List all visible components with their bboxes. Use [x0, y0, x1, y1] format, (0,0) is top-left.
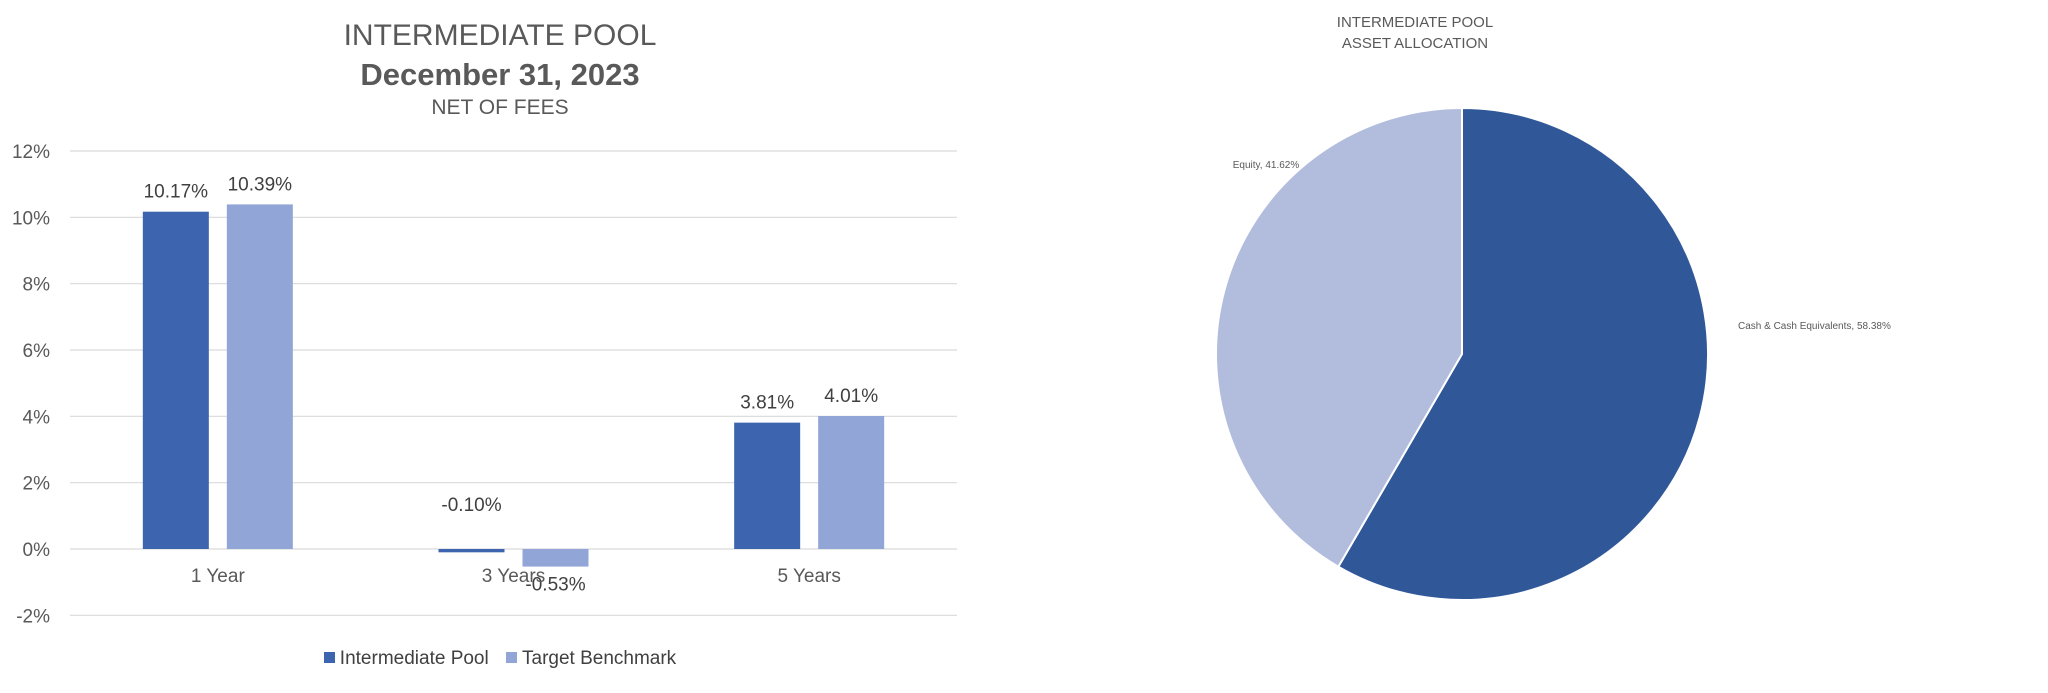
bar-intermediate-pool — [734, 422, 801, 549]
legend-label-intermediate-pool: Intermediate Pool — [339, 648, 489, 669]
pie-chart-subtitle: ASSET ALLOCATION — [1341, 35, 1489, 52]
data-label: -0.53% — [525, 575, 585, 596]
y-tick-label: -2% — [16, 606, 50, 627]
data-label: 4.01% — [824, 386, 878, 407]
bar-intermediate-pool — [142, 211, 209, 549]
bar-chart-panel: INTERMEDIATE POOL December 31, 2023 NET … — [0, 0, 1000, 693]
y-tick-label: 4% — [23, 407, 51, 428]
y-tick-label: 2% — [23, 474, 51, 495]
bar-target-benchmark — [226, 204, 293, 550]
x-tick-label: 3 Years — [482, 566, 545, 587]
legend-item-intermediate-pool: Intermediate Pool — [323, 648, 489, 670]
x-tick-label: 5 Years — [777, 566, 840, 587]
legend-swatch-target-benchmark — [506, 652, 517, 663]
pie-chart-panel: INTERMEDIATE POOL ASSET ALLOCATION Cash … — [1000, 0, 2048, 693]
legend-item-target-benchmark: Target Benchmark — [506, 648, 676, 670]
pie-slice-label: Equity, 41.62% — [1233, 160, 1300, 171]
pie-slice-equity — [1215, 106, 1463, 569]
data-label: 10.39% — [228, 174, 293, 195]
legend-label-target-benchmark: Target Benchmark — [522, 648, 677, 669]
legend-swatch-intermediate-pool — [323, 652, 335, 663]
pie-chart-plot: Cash & Cash Equivalents, 58.38% Equity, 4… — [1215, 106, 1891, 601]
y-tick-label: 0% — [23, 540, 51, 561]
data-label: 10.17% — [144, 182, 209, 203]
pie-chart-title-block: INTERMEDIATE POOL ASSET ALLOCATION — [1000, 12, 2048, 54]
bar-target-benchmark — [818, 416, 885, 549]
bar-chart-plot: -2% 0% 2% 4% 6% 8% 10% 12% 10.17% 10.39% -0.10% -0… — [12, 142, 957, 627]
pie-slice-label: Cash & Cash Equivalents, 58.38% — [1738, 321, 1891, 332]
data-label: -0.10% — [441, 495, 501, 516]
bar-chart-legend: Intermediate Pool Target Benchmark — [0, 648, 1000, 670]
bar-chart-title: INTERMEDIATE POOL — [343, 19, 657, 52]
y-tick-label: 12% — [12, 142, 50, 163]
data-label: 3.81% — [740, 393, 794, 414]
bar-intermediate-pool — [438, 549, 505, 553]
bar-target-benchmark — [522, 549, 589, 567]
bar-chart-note: NET OF FEES — [431, 96, 569, 119]
pie-chart-title: INTERMEDIATE POOL — [1336, 14, 1494, 31]
bar-chart-date: December 31, 2023 — [360, 57, 640, 92]
y-tick-label: 8% — [23, 275, 51, 296]
y-tick-label: 6% — [23, 341, 51, 362]
x-tick-label: 1 Year — [191, 566, 246, 587]
pie-slice-cash — [1337, 106, 1709, 601]
y-tick-label: 10% — [12, 208, 50, 229]
bar-chart-title-block: INTERMEDIATE POOL December 31, 2023 NET … — [0, 16, 1000, 122]
